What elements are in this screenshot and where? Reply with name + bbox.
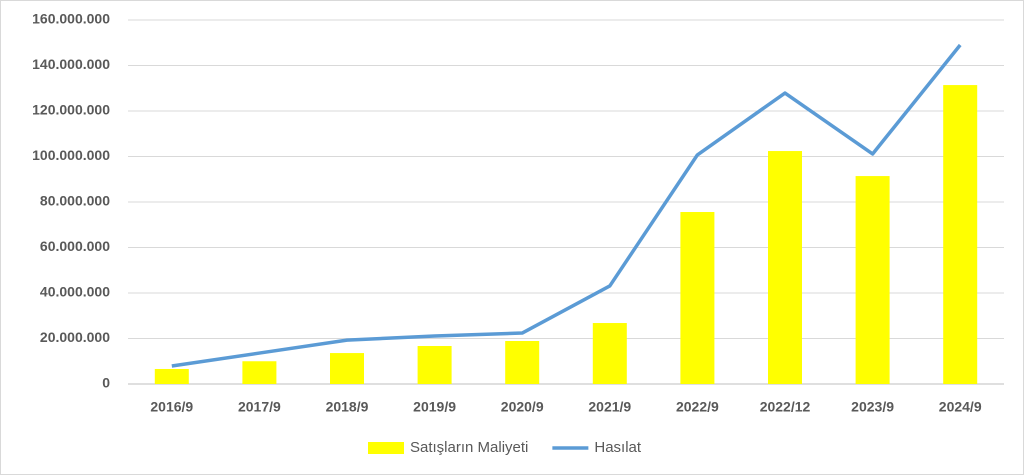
bar: [943, 85, 978, 384]
bar: [330, 353, 364, 384]
x-tick-label: 2021/9: [588, 399, 631, 415]
y-tick-label: 120.000.000: [32, 102, 110, 118]
y-tick-label: 20.000.000: [40, 329, 110, 345]
bar: [768, 151, 802, 384]
x-tick-label: 2024/9: [939, 399, 982, 415]
bar: [417, 346, 452, 384]
bar: [505, 341, 540, 384]
legend-label: Satışların Maliyeti: [410, 439, 528, 456]
bar: [242, 361, 277, 384]
bar: [154, 368, 189, 384]
x-tick-label: 2022/9: [676, 399, 719, 415]
x-tick-label: 2016/9: [150, 399, 193, 415]
y-tick-label: 160.000.000: [32, 11, 110, 27]
x-tick-label: 2023/9: [851, 399, 894, 415]
x-tick-label: 2019/9: [413, 399, 456, 415]
bar: [592, 323, 627, 384]
x-tick-label: 2020/9: [501, 399, 544, 415]
legend-swatch: [368, 442, 404, 454]
x-tick-label: 2017/9: [238, 399, 281, 415]
y-tick-label: 80.000.000: [40, 193, 110, 209]
y-tick-label: 140.000.000: [32, 56, 110, 72]
line: [171, 43, 962, 368]
x-tick-label: 2018/9: [326, 399, 369, 415]
bar: [855, 176, 890, 384]
x-tick-label: 2022/12: [760, 399, 811, 415]
legend-label: Hasılat: [594, 439, 642, 456]
y-tick-label: 60.000.000: [40, 238, 110, 254]
bar: [680, 212, 715, 384]
y-tick-label: 0: [102, 375, 110, 391]
y-tick-label: 40.000.000: [40, 284, 110, 300]
y-tick-label: 100.000.000: [32, 147, 110, 163]
